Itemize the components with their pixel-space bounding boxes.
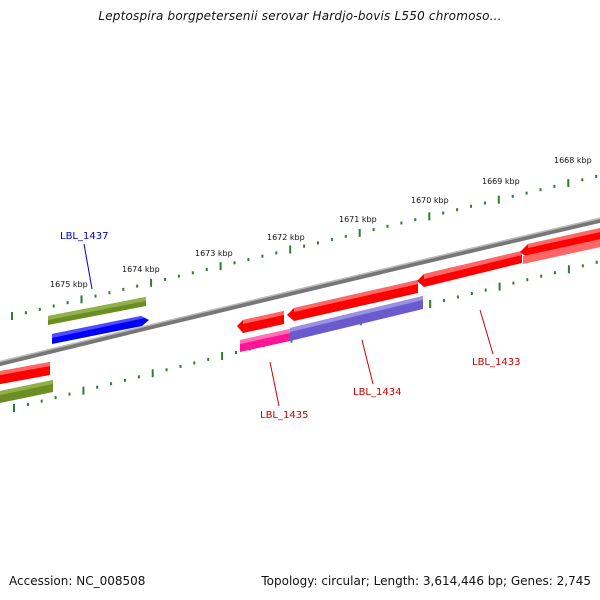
gene-lbl-1434[interactable] — [290, 296, 423, 341]
accession-text: Accession: NC_008508 — [9, 574, 146, 588]
red-gene-right[interactable] — [417, 251, 522, 287]
gene-label-lbl-1433[interactable]: LBL_1433 — [472, 357, 520, 368]
map-title: Leptospira borgpetersenii serovar Hardjo… — [98, 9, 502, 23]
kbp-label: 1670 kbp — [411, 196, 449, 205]
chromosome-backbone — [0, 217, 600, 367]
kbp-label: 1669 kbp — [482, 177, 520, 186]
gene-label-lbl-1437[interactable]: LBL_1437 — [60, 231, 108, 242]
gene-lbl-1437[interactable] — [52, 316, 149, 344]
red-gene-small[interactable] — [237, 311, 284, 333]
red-gene-long[interactable] — [287, 280, 418, 321]
red-gene-far-right[interactable] — [520, 227, 600, 258]
leader-line-lbl-1435 — [269, 361, 280, 407]
olive-gene-partial-left[interactable] — [0, 380, 53, 404]
kbp-label: 1671 kbp — [339, 215, 377, 224]
kbp-label: 1672 kbp — [267, 233, 305, 242]
gene-lbl-1433[interactable] — [523, 238, 600, 264]
kbp-label: 1668 kbp — [554, 156, 592, 165]
kbp-label-group: 1668 kbp 1669 kbp 1670 kbp 1671 kbp 1672… — [50, 156, 592, 289]
gene-label-lbl-1434[interactable]: LBL_1434 — [353, 387, 401, 398]
leader-line-lbl-1434 — [361, 339, 374, 385]
kbp-label: 1674 kbp — [122, 265, 160, 274]
olive-gene[interactable] — [48, 297, 146, 325]
topology-summary-text: Topology: circular; Length: 3,614,446 bp… — [261, 574, 591, 588]
red-gene-partial-left[interactable] — [0, 362, 50, 385]
gene-label-lbl-1435[interactable]: LBL_1435 — [260, 410, 308, 421]
upper-tick-ruler — [11, 174, 598, 320]
kbp-label: 1675 kbp — [50, 280, 88, 289]
leader-line-lbl-1433 — [479, 309, 494, 355]
gene-lbl-1435[interactable] — [240, 329, 290, 352]
kbp-label: 1673 kbp — [195, 249, 233, 258]
leader-line-lbl-1437 — [83, 243, 93, 290]
